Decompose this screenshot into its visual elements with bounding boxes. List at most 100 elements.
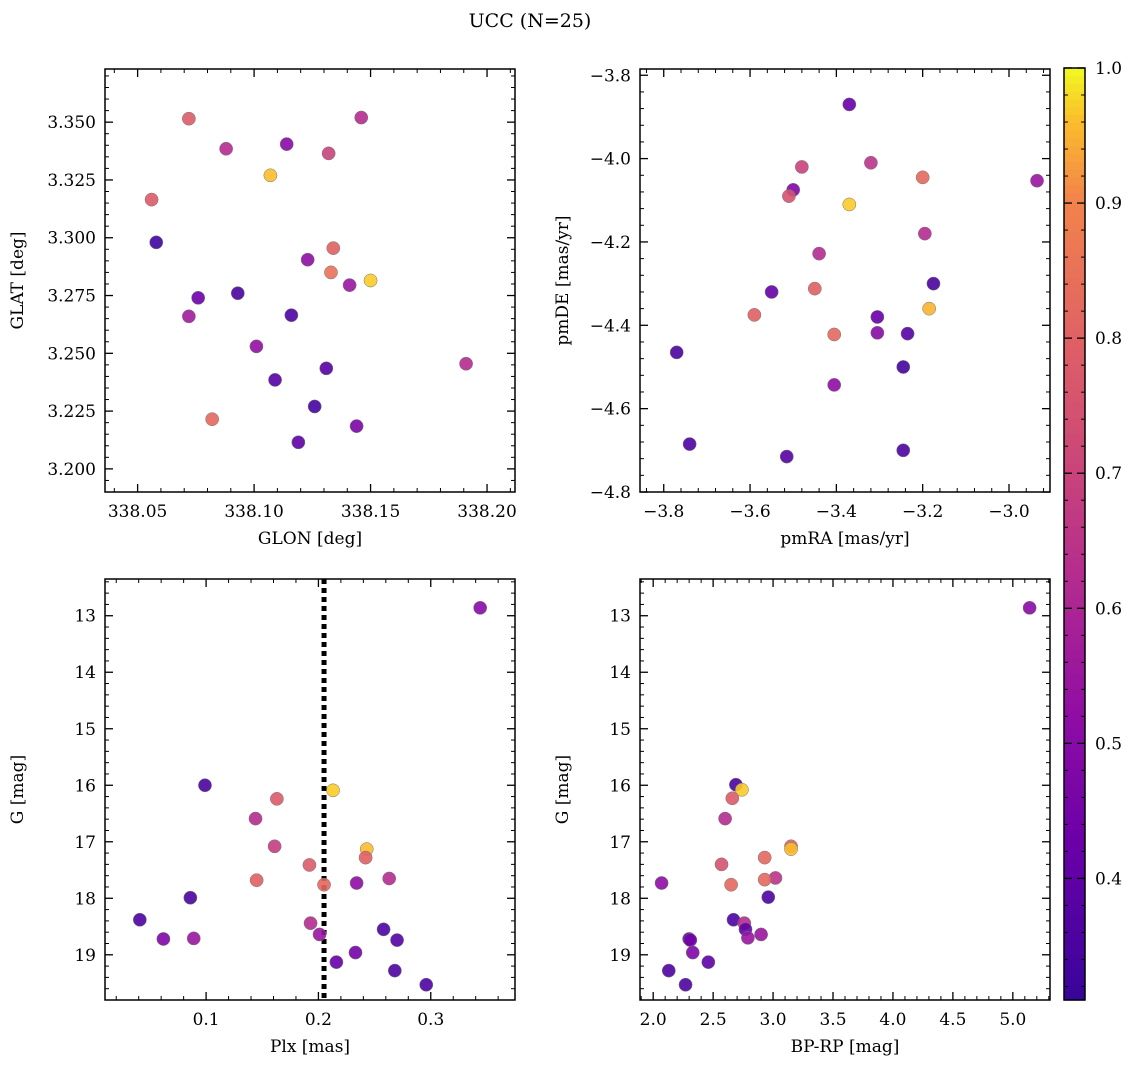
y-tick-label: 18 — [74, 889, 96, 909]
colorbar-band — [1064, 526, 1085, 535]
colorbar-band — [1064, 324, 1085, 333]
colorbar: 0.4 0.5 0.6 0.7 0.8 0.9 1.0 — [1063, 59, 1122, 1001]
data-point — [342, 278, 357, 292]
colorbar-band — [1064, 83, 1085, 92]
colorbar-band — [1064, 440, 1085, 450]
colorbar-band — [1064, 829, 1085, 838]
data-point — [144, 192, 159, 207]
y-tick-label: 3.325 — [47, 171, 96, 191]
colorbar-band — [1064, 658, 1085, 667]
y-tick-label: −4.8 — [590, 483, 631, 503]
colorbar-band — [1064, 541, 1085, 551]
data-point — [358, 850, 373, 865]
y-tick-label: 18 — [609, 889, 631, 909]
data-point — [827, 378, 842, 392]
data-point — [329, 955, 344, 969]
x-tick-label: 2.5 — [700, 1010, 727, 1030]
x-tick-label: 338.05 — [108, 502, 167, 522]
colorbar-band — [1064, 386, 1085, 395]
colorbar-band — [1064, 930, 1085, 939]
colorbar-band — [1064, 759, 1085, 768]
colorbar-band — [1064, 875, 1085, 885]
data-point — [735, 782, 749, 797]
data-point — [303, 916, 318, 930]
data-point — [459, 356, 473, 371]
data-point — [782, 189, 796, 203]
data-point — [376, 922, 391, 937]
y-tick-label: 3.350 — [47, 113, 96, 133]
colorbar-band — [1064, 293, 1085, 302]
colorbar-band — [1064, 433, 1085, 442]
colorbar-band — [1064, 68, 1085, 77]
colorbar-tick-label: 0.8 — [1095, 329, 1122, 349]
data-point — [842, 197, 857, 212]
data-point — [741, 930, 755, 945]
colorbar-tick-label: 0.9 — [1095, 194, 1122, 214]
panel-bprp-g: 2.0 2.5 3.0 3.5 4.0 4.5 5.0 13 14 15 16 17 18 19 BP-RP… — [553, 578, 1051, 1057]
colorbar-band — [1064, 976, 1085, 986]
colorbar-band — [1064, 712, 1085, 721]
colorbar-band — [1064, 332, 1085, 341]
data-point — [382, 871, 397, 886]
colorbar-band — [1064, 735, 1085, 745]
colorbar-band — [1064, 891, 1085, 900]
colorbar-band — [1064, 992, 1085, 1001]
data-point — [922, 301, 937, 316]
colorbar-band — [1064, 262, 1085, 271]
x-tick-label: 4.5 — [939, 1010, 966, 1030]
colorbar-band — [1064, 782, 1085, 791]
colorbar-band — [1064, 937, 1085, 947]
data-point — [191, 290, 206, 305]
colorbar-band — [1064, 852, 1085, 861]
colorbar-band — [1064, 666, 1085, 675]
data-point — [198, 778, 212, 793]
y-tick-label: 3.200 — [47, 460, 96, 480]
colorbar-band — [1064, 145, 1085, 155]
data-point — [317, 877, 331, 892]
data-point — [669, 345, 684, 360]
x-tick-label: −3.8 — [643, 502, 684, 522]
colorbar-band — [1064, 984, 1085, 993]
y-tick-label: 13 — [74, 607, 96, 627]
data-point — [764, 285, 779, 299]
y-axis-label: G [mag] — [8, 755, 28, 824]
x-tick-label: 5.0 — [999, 1010, 1026, 1030]
data-point — [685, 945, 700, 960]
data-point — [284, 308, 299, 323]
x-axis-label: pmRA [mas/yr] — [780, 529, 909, 549]
x-tick-label: 338.20 — [457, 502, 516, 522]
data-point — [718, 811, 732, 826]
y-axis-label: G [mag] — [553, 755, 573, 824]
colorbar-band — [1064, 743, 1085, 753]
data-point — [349, 419, 364, 433]
colorbar-band — [1064, 836, 1085, 846]
colorbar-band — [1064, 549, 1085, 558]
x-tick-label: 338.10 — [224, 502, 283, 522]
y-tick-label: 14 — [609, 663, 631, 683]
data-point — [268, 373, 282, 387]
data-point — [827, 327, 842, 342]
colorbar-band — [1064, 487, 1085, 496]
colorbar-band — [1064, 106, 1085, 116]
colorbar-band — [1064, 968, 1085, 978]
colorbar-band — [1064, 456, 1085, 465]
colorbar-band — [1064, 99, 1085, 108]
axes-frame — [639, 68, 1051, 493]
data-point — [896, 360, 911, 374]
colorbar-band — [1064, 580, 1085, 589]
data-point — [747, 308, 762, 322]
colorbar-band — [1064, 728, 1085, 737]
colorbar-band — [1064, 137, 1085, 147]
y-tick-label: 17 — [74, 833, 96, 853]
y-tick-label: 15 — [74, 720, 96, 740]
colorbar-band — [1064, 867, 1085, 877]
x-tick-label: 0.3 — [417, 1010, 444, 1030]
data-point — [312, 927, 327, 942]
data-point — [319, 361, 334, 376]
data-point — [779, 449, 794, 464]
data-point — [864, 155, 878, 170]
colorbar-band — [1064, 534, 1085, 543]
data-point — [326, 241, 341, 255]
colorbar-tick-label: 1.0 — [1095, 59, 1122, 79]
data-point — [661, 963, 676, 978]
